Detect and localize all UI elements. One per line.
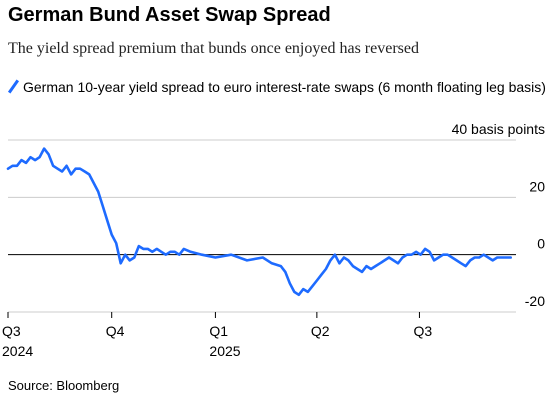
x-tick-label: Q4 [106,323,125,339]
x-tick-year-label: 2025 [209,343,240,359]
gridlines [8,139,516,313]
series-line [6,147,513,297]
y-tick-label: -20 [525,293,545,309]
x-tick-label: Q3 [413,323,432,339]
y-tick-label: 0 [537,236,545,252]
x-tick-label: Q1 [209,323,228,339]
y-axis-ticks: 40 basis points 20 0 -20 [452,121,546,309]
legend: German 10-year yield spread to euro inte… [7,78,548,96]
legend-label: German 10-year yield spread to euro inte… [23,79,546,95]
source-note: Source: Bloomberg [8,378,120,393]
series-group [6,147,513,297]
x-tick-year-label: 2024 [2,343,33,359]
x-tick-label: Q3 [2,323,21,339]
x-tick-label: Q2 [311,323,330,339]
chart-title: German Bund Asset Swap Spread [8,4,331,26]
chart-subtitle: The yield spread premium that bunds once… [8,40,419,57]
x-axis-ticks: Q3 2024 Q4 Q1 2025 Q2 Q3 [2,312,432,359]
y-tick-label: 20 [529,178,545,194]
y-tick-label: 40 basis points [452,121,545,137]
